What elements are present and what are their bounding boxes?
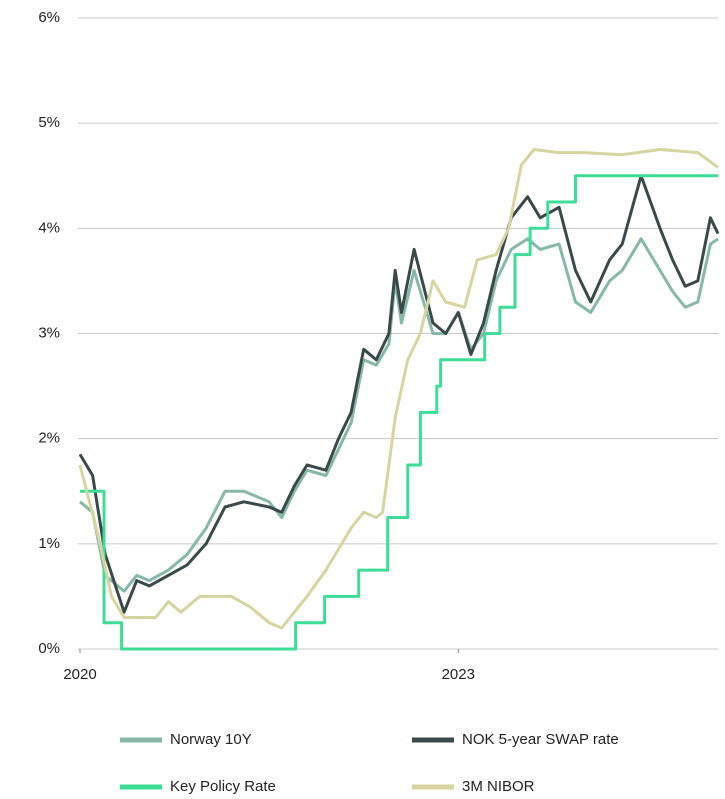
- y-tick-label: 0%: [38, 640, 60, 657]
- y-tick-label: 4%: [38, 219, 60, 236]
- x-tick-label: 2020: [63, 666, 96, 683]
- legend-label: NOK 5-year SWAP rate: [462, 731, 619, 748]
- series-line: [78, 174, 720, 614]
- legend-label: Norway 10Y: [170, 731, 252, 748]
- series-line: [78, 148, 719, 630]
- legend-label: Key Policy Rate: [170, 778, 276, 795]
- x-tick-label: 2023: [442, 666, 475, 683]
- y-tick-label: 3%: [38, 324, 60, 341]
- legend-label: 3M NIBOR: [462, 778, 535, 795]
- y-tick-label: 5%: [38, 114, 60, 131]
- y-tick-label: 2%: [38, 430, 60, 447]
- y-tick-label: 1%: [38, 535, 60, 552]
- series-line: [80, 174, 718, 651]
- y-tick-label: 6%: [38, 9, 60, 26]
- series-line: [79, 237, 719, 593]
